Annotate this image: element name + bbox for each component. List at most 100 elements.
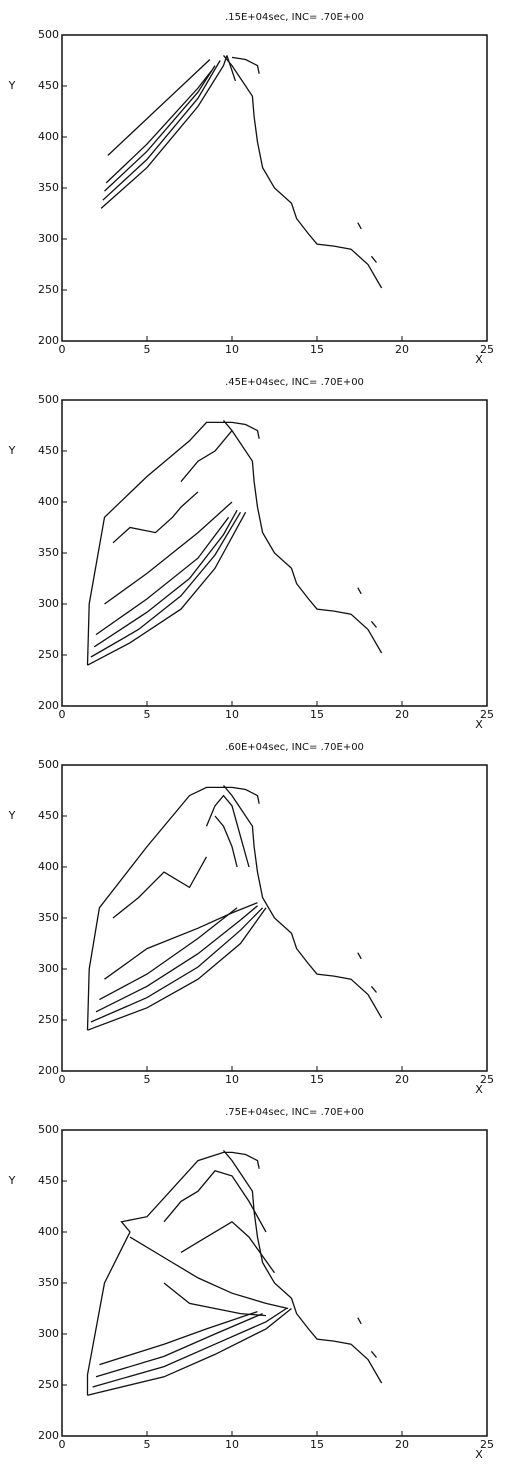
contour-line (223, 54, 383, 289)
contour-line (107, 59, 211, 156)
contour-line (223, 784, 383, 1019)
contour-line (223, 1149, 383, 1384)
y-tick-label: 250 (38, 1013, 59, 1026)
contour-line (231, 421, 260, 439)
x-tick-label: 10 (225, 1073, 239, 1086)
contour-line (87, 511, 247, 666)
contour-line (99, 1310, 258, 1366)
x-tick-label: 5 (144, 1073, 151, 1086)
x-tick-label: 0 (59, 1438, 66, 1451)
contour-line (104, 65, 216, 192)
y-axis-label: Y (8, 79, 16, 92)
y-tick-label: 300 (38, 1327, 59, 1340)
contour-line (104, 501, 233, 605)
contour-line (214, 815, 238, 868)
y-axis-label: Y (8, 444, 16, 457)
x-tick-label: 25 (480, 1438, 494, 1451)
x-tick-label: 25 (480, 343, 494, 356)
y-tick-label: 200 (38, 699, 59, 712)
contour-line (99, 907, 238, 1001)
x-tick-label: 10 (225, 343, 239, 356)
contour-line (357, 587, 362, 595)
x-tick-label: 0 (59, 708, 66, 721)
x-axis-label: X (475, 718, 483, 731)
contour-line (180, 1220, 276, 1274)
x-tick-label: 10 (225, 708, 239, 721)
contour-line (370, 255, 378, 263)
contour-line (86, 421, 232, 666)
contour-line (112, 491, 199, 544)
chart-title: .15E+04sec, INC= .70E+00 (225, 12, 364, 23)
y-tick-label: 200 (38, 1064, 59, 1077)
contour-line (100, 55, 228, 209)
contour-line (357, 1317, 362, 1325)
contour-line (370, 985, 378, 993)
contour-line (112, 856, 208, 919)
contour-line (87, 907, 267, 1031)
y-tick-label: 500 (38, 758, 59, 771)
y-tick-label: 200 (38, 334, 59, 347)
contour-line (129, 1236, 289, 1310)
x-tick-label: 0 (59, 343, 66, 356)
x-tick-label: 20 (395, 343, 409, 356)
y-tick-label: 500 (38, 393, 59, 406)
y-tick-label: 500 (38, 1123, 59, 1136)
contour-line (223, 419, 383, 654)
y-tick-label: 250 (38, 283, 59, 296)
y-axis-label: Y (8, 809, 16, 822)
x-tick-label: 20 (395, 708, 409, 721)
contour-line (95, 1313, 263, 1378)
contour-line (104, 902, 258, 980)
contour-line (86, 786, 232, 1031)
chart-title: .75E+04sec, INC= .70E+00 (225, 1107, 364, 1118)
y-tick-label: 300 (38, 962, 59, 975)
y-tick-label: 500 (38, 28, 59, 41)
y-tick-label: 400 (38, 860, 59, 873)
x-axis-label: X (475, 353, 483, 366)
y-tick-label: 350 (38, 911, 59, 924)
x-tick-label: 0 (59, 1073, 66, 1086)
x-tick-label: 5 (144, 708, 151, 721)
y-tick-label: 350 (38, 181, 59, 194)
x-tick-label: 10 (225, 1438, 239, 1451)
y-tick-label: 450 (38, 79, 59, 92)
contour-line (105, 70, 213, 184)
y-tick-label: 300 (38, 232, 59, 245)
contour-line (92, 1307, 287, 1388)
x-axis-label: X (475, 1083, 483, 1096)
y-axis-label: Y (8, 1174, 16, 1187)
y-tick-label: 200 (38, 1429, 59, 1442)
y-tick-label: 400 (38, 495, 59, 508)
contour-line (180, 430, 233, 483)
x-tick-label: 15 (310, 1073, 324, 1086)
contour-line (205, 794, 250, 868)
x-tick-label: 25 (480, 708, 494, 721)
contour-line (95, 516, 230, 636)
contour-line (357, 222, 362, 230)
contour-line (95, 905, 258, 1013)
contour-line (370, 620, 378, 628)
y-tick-label: 450 (38, 1174, 59, 1187)
contour-line (231, 56, 260, 74)
contour-line (86, 1151, 232, 1396)
x-tick-label: 15 (310, 708, 324, 721)
contour-line (370, 1350, 378, 1358)
y-tick-label: 400 (38, 1225, 59, 1238)
chart-title: .45E+04sec, INC= .70E+00 (225, 377, 364, 388)
x-tick-label: 20 (395, 1438, 409, 1451)
y-tick-label: 300 (38, 597, 59, 610)
y-tick-label: 450 (38, 444, 59, 457)
x-tick-label: 15 (310, 343, 324, 356)
y-tick-label: 250 (38, 1378, 59, 1391)
x-tick-label: 5 (144, 1438, 151, 1451)
x-tick-label: 25 (480, 1073, 494, 1086)
y-tick-label: 350 (38, 1276, 59, 1289)
x-tick-label: 5 (144, 343, 151, 356)
contour-line (163, 1282, 267, 1317)
y-tick-label: 250 (38, 648, 59, 661)
y-tick-label: 450 (38, 809, 59, 822)
contour-line (357, 952, 362, 960)
contour-line (163, 1170, 267, 1233)
x-tick-label: 15 (310, 1438, 324, 1451)
